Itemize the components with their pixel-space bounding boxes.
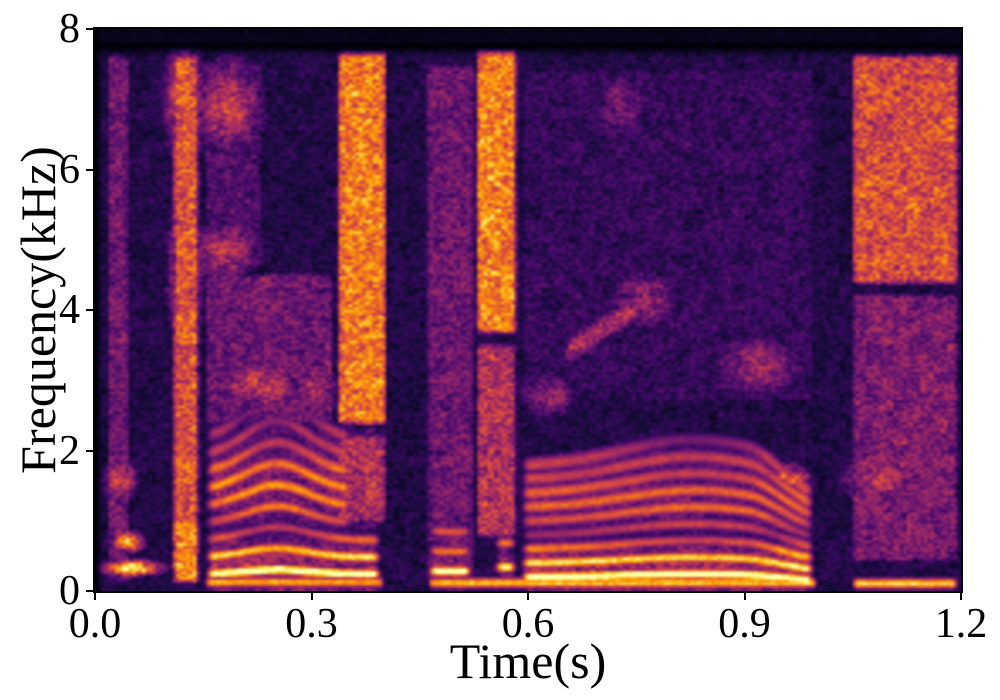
- y-tick-label: 8: [59, 6, 80, 52]
- x-tick-label: 0.6: [501, 601, 555, 647]
- y-axis-label: Frequency(kHz): [10, 146, 66, 474]
- y-tick-label: 4: [59, 287, 80, 333]
- x-tick-label: 0.9: [718, 601, 771, 647]
- x-tick-label: 1.2: [934, 601, 988, 647]
- y-tick-mark: [86, 449, 95, 452]
- y-tick-mark: [86, 309, 95, 311]
- y-tick-label: 0: [59, 568, 80, 614]
- x-tick-mark: [743, 591, 746, 600]
- x-tick-mark: [94, 591, 96, 600]
- y-tick-mark: [86, 590, 95, 592]
- x-tick-label: 0.0: [68, 601, 122, 647]
- x-tick-mark: [527, 591, 529, 600]
- y-tick-mark: [86, 168, 95, 171]
- x-tick-label: 0.3: [285, 601, 338, 647]
- plot-area: [93, 27, 963, 593]
- y-tick-label: 2: [59, 427, 80, 474]
- spectrogram-heatmap: [95, 29, 961, 591]
- y-tick-label: 6: [59, 146, 80, 193]
- y-tick-mark: [86, 28, 95, 30]
- x-tick-mark: [960, 591, 962, 600]
- x-tick-mark: [310, 591, 313, 600]
- x-axis-label: Time(s): [449, 633, 607, 689]
